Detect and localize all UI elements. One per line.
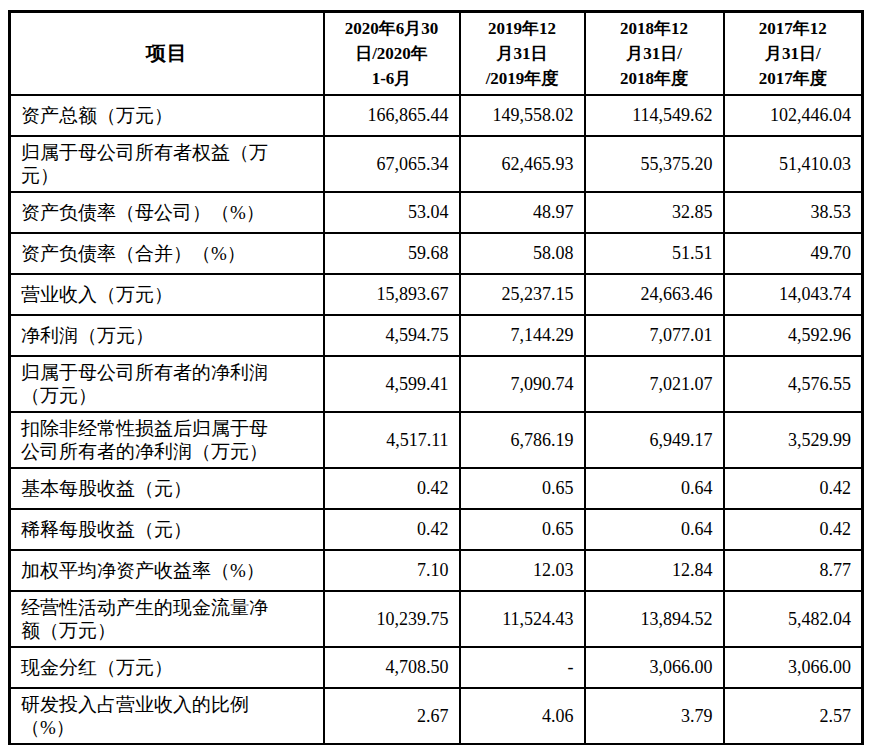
table-row: 归属于母公司所有者权益（万 元） 67,065.34 62,465.93 55,… xyxy=(10,136,863,192)
cell-value-2020: 4,599.41 xyxy=(324,356,460,412)
row-label: 基本每股收益（元） xyxy=(10,468,324,509)
cell-value-2018: 12.84 xyxy=(585,550,724,591)
row-label: 资产负债率（母公司）（%） xyxy=(10,192,324,233)
cell-value-2017: 0.42 xyxy=(724,509,863,550)
financial-summary-table: 项目 2020年6月30 日/2020年 1-6月 2019年12 月31日 /… xyxy=(8,10,864,745)
cell-value-2019: 0.65 xyxy=(460,468,585,509)
col-header-2020: 2020年6月30 日/2020年 1-6月 xyxy=(324,12,460,96)
cell-value-2017: 3,066.00 xyxy=(724,647,863,688)
cell-value-2020: 4,594.75 xyxy=(324,315,460,356)
header-row: 项目 2020年6月30 日/2020年 1-6月 2019年12 月31日 /… xyxy=(10,12,863,96)
cell-value-2020: 4,708.50 xyxy=(324,647,460,688)
cell-value-2018: 51.51 xyxy=(585,233,724,274)
table-header: 项目 2020年6月30 日/2020年 1-6月 2019年12 月31日 /… xyxy=(10,12,863,96)
cell-value-2019: 62,465.93 xyxy=(460,136,585,192)
document-page: 项目 2020年6月30 日/2020年 1-6月 2019年12 月31日 /… xyxy=(0,0,872,745)
cell-value-2020: 67,065.34 xyxy=(324,136,460,192)
cell-value-2019: 7,144.29 xyxy=(460,315,585,356)
table-row: 经营性活动产生的现金流量净 额（万元） 10,239.75 11,524.43 … xyxy=(10,591,863,647)
row-label: 扣除非经常性损益后归属于母 公司所有者的净利润（万元） xyxy=(10,412,324,468)
row-label: 归属于母公司所有者权益（万 元） xyxy=(10,136,324,192)
row-label: 净利润（万元） xyxy=(10,315,324,356)
cell-value-2017: 2.57 xyxy=(724,688,863,745)
cell-value-2018: 3.79 xyxy=(585,688,724,745)
cell-value-2018: 32.85 xyxy=(585,192,724,233)
row-label: 稀释每股收益（元） xyxy=(10,509,324,550)
cell-value-2020: 2.67 xyxy=(324,688,460,745)
cell-value-2018: 55,375.20 xyxy=(585,136,724,192)
cell-value-2019: 58.08 xyxy=(460,233,585,274)
table-row: 基本每股收益（元） 0.42 0.65 0.64 0.42 xyxy=(10,468,863,509)
row-label: 资产负债率（合并）（%） xyxy=(10,233,324,274)
table-row: 加权平均净资产收益率（%） 7.10 12.03 12.84 8.77 xyxy=(10,550,863,591)
cell-value-2017: 49.70 xyxy=(724,233,863,274)
row-label: 研发投入占营业收入的比例 （%） xyxy=(10,688,324,745)
cell-value-2018: 7,021.07 xyxy=(585,356,724,412)
cell-value-2019: 149,558.02 xyxy=(460,95,585,136)
table-row: 研发投入占营业收入的比例 （%） 2.67 4.06 3.79 2.57 xyxy=(10,688,863,745)
table-row: 净利润（万元） 4,594.75 7,144.29 7,077.01 4,592… xyxy=(10,315,863,356)
table-row: 资产负债率（合并）（%） 59.68 58.08 51.51 49.70 xyxy=(10,233,863,274)
table-row: 营业收入（万元） 15,893.67 25,237.15 24,663.46 1… xyxy=(10,274,863,315)
cell-value-2017: 38.53 xyxy=(724,192,863,233)
table-row: 资产负债率（母公司）（%） 53.04 48.97 32.85 38.53 xyxy=(10,192,863,233)
cell-value-2020: 4,517.11 xyxy=(324,412,460,468)
cell-value-2018: 0.64 xyxy=(585,509,724,550)
cell-value-2018: 114,549.62 xyxy=(585,95,724,136)
cell-value-2018: 24,663.46 xyxy=(585,274,724,315)
cell-value-2019: 6,786.19 xyxy=(460,412,585,468)
cell-value-2020: 59.68 xyxy=(324,233,460,274)
cell-value-2020: 0.42 xyxy=(324,468,460,509)
row-label: 营业收入（万元） xyxy=(10,274,324,315)
table-row: 扣除非经常性损益后归属于母 公司所有者的净利润（万元） 4,517.11 6,7… xyxy=(10,412,863,468)
cell-value-2017: 102,446.04 xyxy=(724,95,863,136)
cell-value-2017: 4,576.55 xyxy=(724,356,863,412)
cell-value-2020: 15,893.67 xyxy=(324,274,460,315)
row-label: 资产总额（万元） xyxy=(10,95,324,136)
cell-value-2018: 6,949.17 xyxy=(585,412,724,468)
col-header-item: 项目 xyxy=(10,12,324,96)
cell-value-2019: 7,090.74 xyxy=(460,356,585,412)
row-label: 加权平均净资产收益率（%） xyxy=(10,550,324,591)
col-header-2018: 2018年12 月31日/ 2018年度 xyxy=(585,12,724,96)
cell-value-2017: 8.77 xyxy=(724,550,863,591)
cell-value-2017: 3,529.99 xyxy=(724,412,863,468)
cell-value-2020: 0.42 xyxy=(324,509,460,550)
cell-value-2019: 25,237.15 xyxy=(460,274,585,315)
table-row: 稀释每股收益（元） 0.42 0.65 0.64 0.42 xyxy=(10,509,863,550)
row-label: 现金分红（万元） xyxy=(10,647,324,688)
cell-value-2019: 4.06 xyxy=(460,688,585,745)
cell-value-2020: 7.10 xyxy=(324,550,460,591)
cell-value-2018: 13,894.52 xyxy=(585,591,724,647)
row-label: 经营性活动产生的现金流量净 额（万元） xyxy=(10,591,324,647)
cell-value-2020: 10,239.75 xyxy=(324,591,460,647)
row-label: 归属于母公司所有者的净利润 （万元） xyxy=(10,356,324,412)
cell-value-2018: 3,066.00 xyxy=(585,647,724,688)
cell-value-2017: 4,592.96 xyxy=(724,315,863,356)
col-header-2017: 2017年12 月31日/ 2017年度 xyxy=(724,12,863,96)
cell-value-2019: 48.97 xyxy=(460,192,585,233)
cell-value-2018: 0.64 xyxy=(585,468,724,509)
table-row: 现金分红（万元） 4,708.50 - 3,066.00 3,066.00 xyxy=(10,647,863,688)
table-body: 资产总额（万元） 166,865.44 149,558.02 114,549.6… xyxy=(10,95,863,745)
col-header-2019: 2019年12 月31日 /2019年度 xyxy=(460,12,585,96)
cell-value-2020: 166,865.44 xyxy=(324,95,460,136)
cell-value-2017: 14,043.74 xyxy=(724,274,863,315)
cell-value-2019: 0.65 xyxy=(460,509,585,550)
table-row: 资产总额（万元） 166,865.44 149,558.02 114,549.6… xyxy=(10,95,863,136)
cell-value-2019: - xyxy=(460,647,585,688)
cell-value-2019: 11,524.43 xyxy=(460,591,585,647)
table-row: 归属于母公司所有者的净利润 （万元） 4,599.41 7,090.74 7,0… xyxy=(10,356,863,412)
cell-value-2020: 53.04 xyxy=(324,192,460,233)
cell-value-2018: 7,077.01 xyxy=(585,315,724,356)
cell-value-2017: 51,410.03 xyxy=(724,136,863,192)
cell-value-2017: 5,482.04 xyxy=(724,591,863,647)
cell-value-2017: 0.42 xyxy=(724,468,863,509)
cell-value-2019: 12.03 xyxy=(460,550,585,591)
